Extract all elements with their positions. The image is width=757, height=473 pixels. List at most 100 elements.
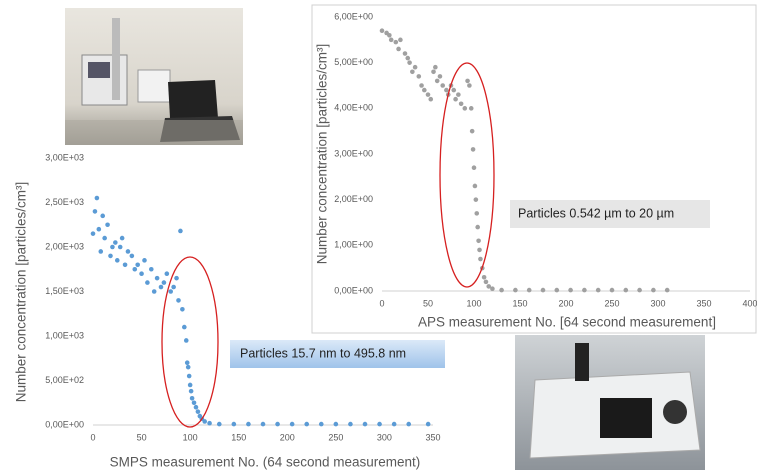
x-tick-label: 350 <box>696 298 711 308</box>
point <box>171 284 176 290</box>
point <box>117 244 123 250</box>
point <box>304 421 310 427</box>
point <box>188 388 194 394</box>
point <box>108 253 113 259</box>
annotation: Particles 0.542 µm to 20 µm <box>518 206 674 220</box>
point <box>168 289 174 294</box>
x-tick-label: 100 <box>466 298 481 308</box>
point <box>398 37 403 43</box>
point <box>260 421 266 427</box>
point <box>275 421 280 427</box>
point <box>90 231 96 236</box>
point <box>433 64 438 70</box>
point <box>362 421 368 427</box>
chart-aps: 0,00E+00 1,00E+00 2,00E+00 3,00E+00 4,00E+00… <box>334 11 757 308</box>
point <box>100 213 106 219</box>
point <box>377 421 382 427</box>
point <box>135 262 140 268</box>
point <box>318 421 324 427</box>
point <box>216 421 222 427</box>
point <box>195 409 201 414</box>
x-axis-label: APS measurement No. [64 second measureme… <box>418 315 716 330</box>
point <box>664 287 670 293</box>
x-tick-label: 200 <box>558 298 573 308</box>
y-tick-label: 0,00E+00 <box>334 285 373 295</box>
point <box>348 421 353 427</box>
point <box>207 420 212 426</box>
annotation: Particles 15.7 nm to 495.8 nm <box>240 346 406 360</box>
x-tick-label: 250 <box>604 298 619 308</box>
point <box>92 209 98 214</box>
x-tick-label: 150 <box>231 432 246 442</box>
point <box>437 74 443 79</box>
point <box>231 421 237 427</box>
y-tick-label: 1,00E+03 <box>45 330 84 340</box>
point <box>145 280 150 285</box>
chart-frame <box>311 4 757 334</box>
point <box>481 275 487 280</box>
point <box>462 106 468 111</box>
point <box>102 235 107 241</box>
photo-lab-setup <box>65 8 243 145</box>
point <box>125 249 131 254</box>
point <box>540 287 546 293</box>
point <box>470 147 476 152</box>
point <box>178 228 183 234</box>
point <box>458 101 464 107</box>
point <box>407 60 412 65</box>
x-tick-label: 50 <box>423 298 433 308</box>
point <box>164 271 170 277</box>
point <box>387 32 392 38</box>
point <box>129 253 135 259</box>
annotation-box <box>230 340 445 368</box>
point <box>440 83 446 88</box>
point <box>595 287 601 293</box>
point <box>110 244 115 250</box>
point <box>186 373 192 379</box>
highlight-ellipse <box>439 62 495 288</box>
point <box>98 249 104 254</box>
point <box>422 87 427 93</box>
x-tick-label: 0 <box>379 298 384 308</box>
point <box>119 235 125 241</box>
y-tick-label: 2,00E+03 <box>45 241 84 251</box>
point <box>609 287 615 293</box>
point <box>114 258 120 263</box>
point <box>187 382 193 388</box>
point <box>476 238 481 244</box>
point <box>473 197 479 202</box>
point <box>96 226 102 232</box>
point <box>474 211 480 216</box>
point <box>148 266 154 272</box>
y-tick-label: 2,00E+00 <box>334 194 373 204</box>
highlight-ellipse <box>161 256 219 428</box>
point <box>513 287 518 293</box>
point <box>526 287 532 293</box>
x-tick-label: 0 <box>90 432 95 442</box>
point <box>451 87 457 93</box>
point <box>379 28 385 33</box>
x-tick-label: 200 <box>280 432 295 442</box>
point <box>471 165 477 170</box>
chart-smps: 0,00E+00 5,00E+02 1,00E+03 1,50E+03 2,00E+03… <box>45 152 440 442</box>
point <box>405 55 411 61</box>
point <box>142 258 147 263</box>
point <box>568 287 573 293</box>
annotation-box <box>510 200 710 228</box>
point <box>182 324 187 330</box>
y-tick-label: 1,00E+00 <box>334 240 373 250</box>
point <box>191 400 197 406</box>
point <box>154 275 160 281</box>
point <box>132 266 138 272</box>
x-axis-label: SMPS measurement No. (64 second measurem… <box>110 455 421 470</box>
point <box>184 360 190 366</box>
y-tick-label: 0,00E+00 <box>45 419 84 429</box>
point <box>434 78 440 84</box>
point <box>428 96 434 102</box>
point <box>193 404 199 410</box>
point <box>425 421 431 427</box>
point <box>456 92 461 97</box>
y-tick-label: 3,00E+03 <box>45 152 84 162</box>
x-tick-label: 50 <box>137 432 147 442</box>
